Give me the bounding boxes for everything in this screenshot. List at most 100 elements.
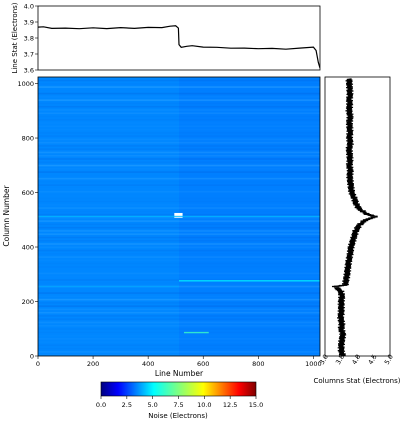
heatmap-row-band (38, 175, 320, 177)
heatmap-ylabel: Column Number (2, 184, 11, 246)
heatmap-row-band (38, 324, 320, 327)
heatmap-line-feature (183, 331, 209, 334)
heatmap-row-band (38, 77, 320, 79)
heatmap-row-band (38, 92, 320, 95)
heatmap-row-band (38, 188, 320, 190)
heatmap-row-band (38, 262, 320, 265)
colorbar-ticks: 0.0 2.5 5.0 7.5 10.0 12.5 15.0 (96, 396, 263, 409)
heatmap-row-band (38, 223, 320, 226)
heatmap-row-band (38, 118, 320, 121)
colorbar-tick-label: 5.0 (147, 401, 157, 409)
heatmap-y-ticks: 0 200 400 600 800 1000 (17, 80, 38, 360)
colorbar-tick-label: 10.0 (197, 401, 211, 409)
heatmap-row-band (38, 276, 320, 278)
heatmap-frame (37, 76, 321, 357)
heatmap-row-band (38, 194, 320, 196)
heatmap-row-band (38, 197, 320, 199)
right-xlabel: Columns Stat (Electrons) (314, 377, 401, 385)
heatmap-row-band (38, 105, 320, 108)
heatmap-row-band (38, 351, 320, 353)
heatmap-x-tick-label: 800 (252, 360, 264, 368)
heatmap-row-band (38, 164, 320, 167)
colorbar-tick-label: 12.5 (223, 401, 237, 409)
heatmap-row-band (38, 266, 320, 268)
heatmap-y-tick-label: 1000 (17, 80, 34, 88)
heatmap-row-band (38, 298, 320, 301)
heatmap-row-band (38, 321, 320, 324)
heatmap-row-band (38, 318, 320, 321)
heatmap-row-band (38, 190, 320, 193)
heatmap-row-band (38, 260, 320, 262)
heatmap-row-band (38, 109, 320, 111)
heatmap-row-band (38, 279, 320, 281)
heatmap-row-band (38, 230, 320, 232)
heatmap-row-band (38, 220, 320, 222)
heatmap-y-tick-label: 400 (22, 243, 34, 251)
top-panel: 3.6 3.7 3.8 3.9 4.0 Line Stat (Electrons) (11, 2, 321, 74)
heatmap-row-band (38, 184, 320, 186)
heatmap-row-band (38, 296, 320, 298)
heatmap-line-feature (38, 215, 320, 218)
right-panel: 3.0 3.5 4.0 4.5 5.0 Columns Stat (Electrons) (314, 76, 401, 385)
heatmap-row-band (38, 148, 320, 151)
right-panel-frame (324, 76, 391, 357)
heatmap-row-band (38, 141, 320, 144)
colorbar-tick-label: 7.5 (173, 401, 183, 409)
colorbar-label: Noise (Electrons) (148, 412, 208, 420)
heatmap-row-band (38, 344, 320, 347)
top-y-ticks: 3.6 3.7 3.8 3.9 4.0 (24, 2, 38, 74)
colorbar-tick-label: 0.0 (96, 401, 106, 409)
heatmap-row-band (38, 151, 320, 154)
heatmap-row-band (38, 246, 320, 249)
heatmap-image (38, 77, 320, 356)
heatmap-bright-spot (174, 212, 183, 218)
heatmap-x-tick-label: 200 (87, 360, 99, 368)
heatmap-row-band (38, 341, 320, 343)
heatmap-row-band (38, 253, 320, 255)
heatmap-row-band (38, 328, 320, 330)
heatmap-row-band (38, 135, 320, 137)
heatmap-row-band (38, 311, 320, 314)
heatmap-row-band (38, 200, 320, 203)
heatmap-row-band (38, 79, 320, 82)
heatmap-row-band (38, 168, 320, 170)
heatmap-row-band (38, 96, 320, 98)
heatmap-row-band (38, 308, 320, 311)
heatmap-row-band (38, 132, 320, 134)
heatmap-row-band (38, 171, 320, 173)
colorbar: 0.0 2.5 5.0 7.5 10.0 12.5 15.0 Noise (Electron… (96, 381, 263, 420)
heatmap-row-band (38, 354, 320, 356)
heatmap-row-band (38, 305, 320, 307)
heatmap-row-band (38, 161, 320, 164)
heatmap-row-band (38, 154, 320, 157)
heatmap-row-band (38, 158, 320, 160)
heatmap-y-tick-label: 800 (22, 134, 34, 142)
heatmap-row-band (38, 181, 320, 183)
heatmap-row-band (38, 99, 320, 101)
heatmap-row-band (38, 233, 320, 236)
heatmap-row-band (38, 335, 320, 337)
heatmap-row-band (38, 292, 320, 294)
colorbar-tick-label: 15.0 (249, 401, 263, 409)
heatmap-row-band (38, 204, 320, 206)
heatmap-row-band (38, 138, 320, 141)
heatmap-y-tick-label: 200 (22, 298, 34, 306)
top-y-tick-label: 4.0 (24, 2, 34, 10)
heatmap-row-band (38, 239, 320, 242)
heatmap-row-band (38, 272, 320, 275)
heatmap-x-ticks: 0 200 400 600 800 1000 (36, 356, 322, 368)
heatmap-row-band (38, 347, 320, 350)
heatmap-x-tick-label: 1000 (305, 360, 322, 368)
heatmap-line-feature (179, 280, 320, 282)
heatmap-row-band (38, 338, 320, 340)
heatmap-row-band (38, 177, 320, 180)
heatmap-row-band (38, 269, 320, 271)
heatmap-row-band (38, 129, 320, 131)
heatmap-row-band (38, 207, 320, 209)
heatmap-row-band (38, 289, 320, 291)
heatmap-row-band (38, 243, 320, 245)
heatmap-row-band (38, 90, 320, 92)
top-y-tick-label: 3.7 (24, 50, 34, 58)
heatmap-row-band (38, 282, 320, 284)
heatmap-row-band (38, 115, 320, 118)
